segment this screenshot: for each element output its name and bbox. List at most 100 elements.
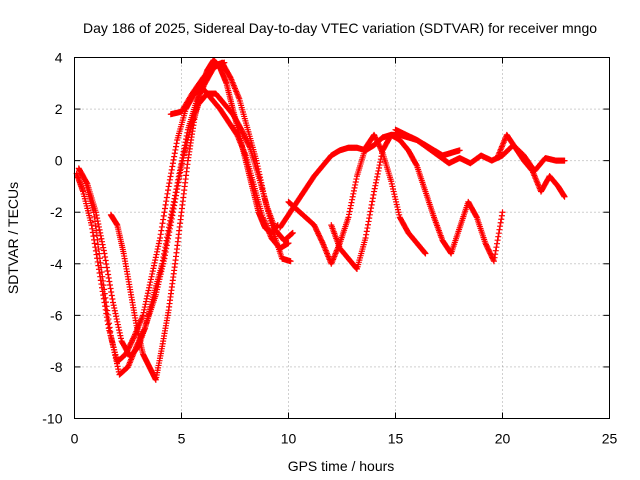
data-point-sat-c <box>95 246 102 253</box>
data-point-sat-c <box>111 349 118 356</box>
data-point-sat-a <box>88 222 95 229</box>
data-point-sat-a <box>156 237 163 244</box>
x-tick-label: 10 <box>281 431 297 447</box>
data-point-sat-c <box>90 209 97 216</box>
data-point-sat-a <box>161 205 168 212</box>
data-point-sat-c <box>101 286 108 293</box>
data-point-sat-a <box>171 150 178 157</box>
data-point-sat-c <box>260 188 267 195</box>
data-point-sat-a <box>149 270 156 277</box>
data-point-sat-a <box>151 259 158 266</box>
data-point-sat-b <box>97 229 104 236</box>
data-point-sat-g <box>349 196 356 203</box>
data-point-sat-a <box>166 176 173 183</box>
data-point-sat-b <box>110 302 117 309</box>
data-point-sat-c <box>164 230 171 237</box>
data-point-sat-c <box>177 164 184 171</box>
data-point-sat-a <box>147 276 154 283</box>
data-point-sat-c <box>182 139 189 146</box>
data-point-sat-a <box>130 334 137 341</box>
data-point-sat-c <box>171 195 178 202</box>
data-point-sat-c <box>162 240 169 247</box>
data-point-sat-a <box>149 268 156 275</box>
data-point-sat-h <box>497 223 504 230</box>
data-point-sat-a <box>157 231 164 238</box>
data-point-sat-a <box>150 262 157 269</box>
data-point-sat-h <box>371 188 378 195</box>
data-point-sat-c <box>93 232 100 239</box>
data-point-sat-c <box>91 213 98 220</box>
data-point-sat-a <box>164 190 171 197</box>
data-point-sat-a <box>93 251 100 258</box>
plot-frame <box>74 57 610 419</box>
data-point-sat-a <box>163 198 170 205</box>
data-point-sat-a <box>155 240 162 247</box>
data-point-sat-c <box>181 145 188 152</box>
data-point-sat-a <box>145 287 152 294</box>
data-point-sat-c <box>159 260 166 267</box>
data-point-sat-c <box>176 167 183 174</box>
data-point-sat-a <box>141 306 148 313</box>
data-point-sat-b <box>110 299 117 306</box>
data-point-sat-b <box>108 288 115 295</box>
data-point-sat-b <box>117 332 124 339</box>
data-point-sat-c <box>106 324 113 331</box>
data-point-sat-a <box>172 146 179 153</box>
y-tick-label: -8 <box>50 359 63 375</box>
data-point-sat-h <box>495 230 502 237</box>
data-point-sat-h <box>373 176 380 183</box>
data-point-sat-a <box>140 309 147 316</box>
data-point-sat-c <box>101 290 108 297</box>
data-point-sat-b <box>109 295 116 302</box>
data-point-sat-a <box>153 251 160 258</box>
data-point-sat-c <box>170 198 177 205</box>
data-point-sat-c <box>115 366 122 373</box>
data-point-sat-b <box>114 321 121 328</box>
data-point-sat-c <box>170 201 177 208</box>
data-point-sat-b <box>100 244 107 251</box>
data-point-sat-g <box>351 184 358 191</box>
data-point-sat-c <box>175 176 182 183</box>
data-point-sat-h <box>375 167 382 174</box>
data-point-sat-a <box>141 304 148 311</box>
data-point-sat-h <box>364 225 371 232</box>
data-point-sat-c <box>103 303 110 310</box>
data-point-sat-h <box>363 228 370 235</box>
data-point-sat-c <box>162 244 169 251</box>
data-point-sat-c <box>174 179 181 186</box>
data-point-sat-c <box>253 157 260 164</box>
data-point-sat-g <box>421 249 428 256</box>
data-point-sat-b <box>111 307 118 314</box>
data-point-sat-b <box>112 310 119 317</box>
data-point-sat-c <box>254 160 261 167</box>
data-point-sat-h <box>367 208 374 215</box>
data-point-sat-a <box>170 156 177 163</box>
data-point-sat-a <box>159 220 166 227</box>
data-point-sat-g <box>350 187 357 194</box>
data-point-sat-c <box>112 355 119 362</box>
data-point-sat-h <box>375 165 382 172</box>
x-tick-label: 0 <box>71 431 79 447</box>
data-point-sat-c <box>106 320 113 327</box>
data-point-sat-c <box>102 299 109 306</box>
data-point-sat-b <box>95 223 102 230</box>
data-point-sat-h <box>376 162 383 169</box>
data-point-sat-h <box>378 153 385 160</box>
data-point-sat-c <box>175 173 182 180</box>
data-point-sat-b <box>106 278 113 285</box>
y-axis-label: SDTVAR / TECUs <box>5 182 21 294</box>
data-point-sat-c <box>180 151 187 158</box>
data-point-sat-c <box>161 250 168 257</box>
data-point-sat-c <box>259 185 266 192</box>
data-point-sat-c <box>176 170 183 177</box>
data-point-sat-c <box>94 236 101 243</box>
data-point-sat-b <box>94 215 101 222</box>
data-point-sat-a <box>160 212 167 219</box>
y-tick-label: -2 <box>50 204 63 220</box>
data-point-sat-a <box>168 170 175 177</box>
data-point-sat-a <box>94 258 101 265</box>
data-point-sat-c <box>141 326 148 333</box>
data-point-sat-g <box>319 238 326 245</box>
data-point-sat-h <box>496 226 503 233</box>
data-point-sat-a <box>148 273 155 280</box>
